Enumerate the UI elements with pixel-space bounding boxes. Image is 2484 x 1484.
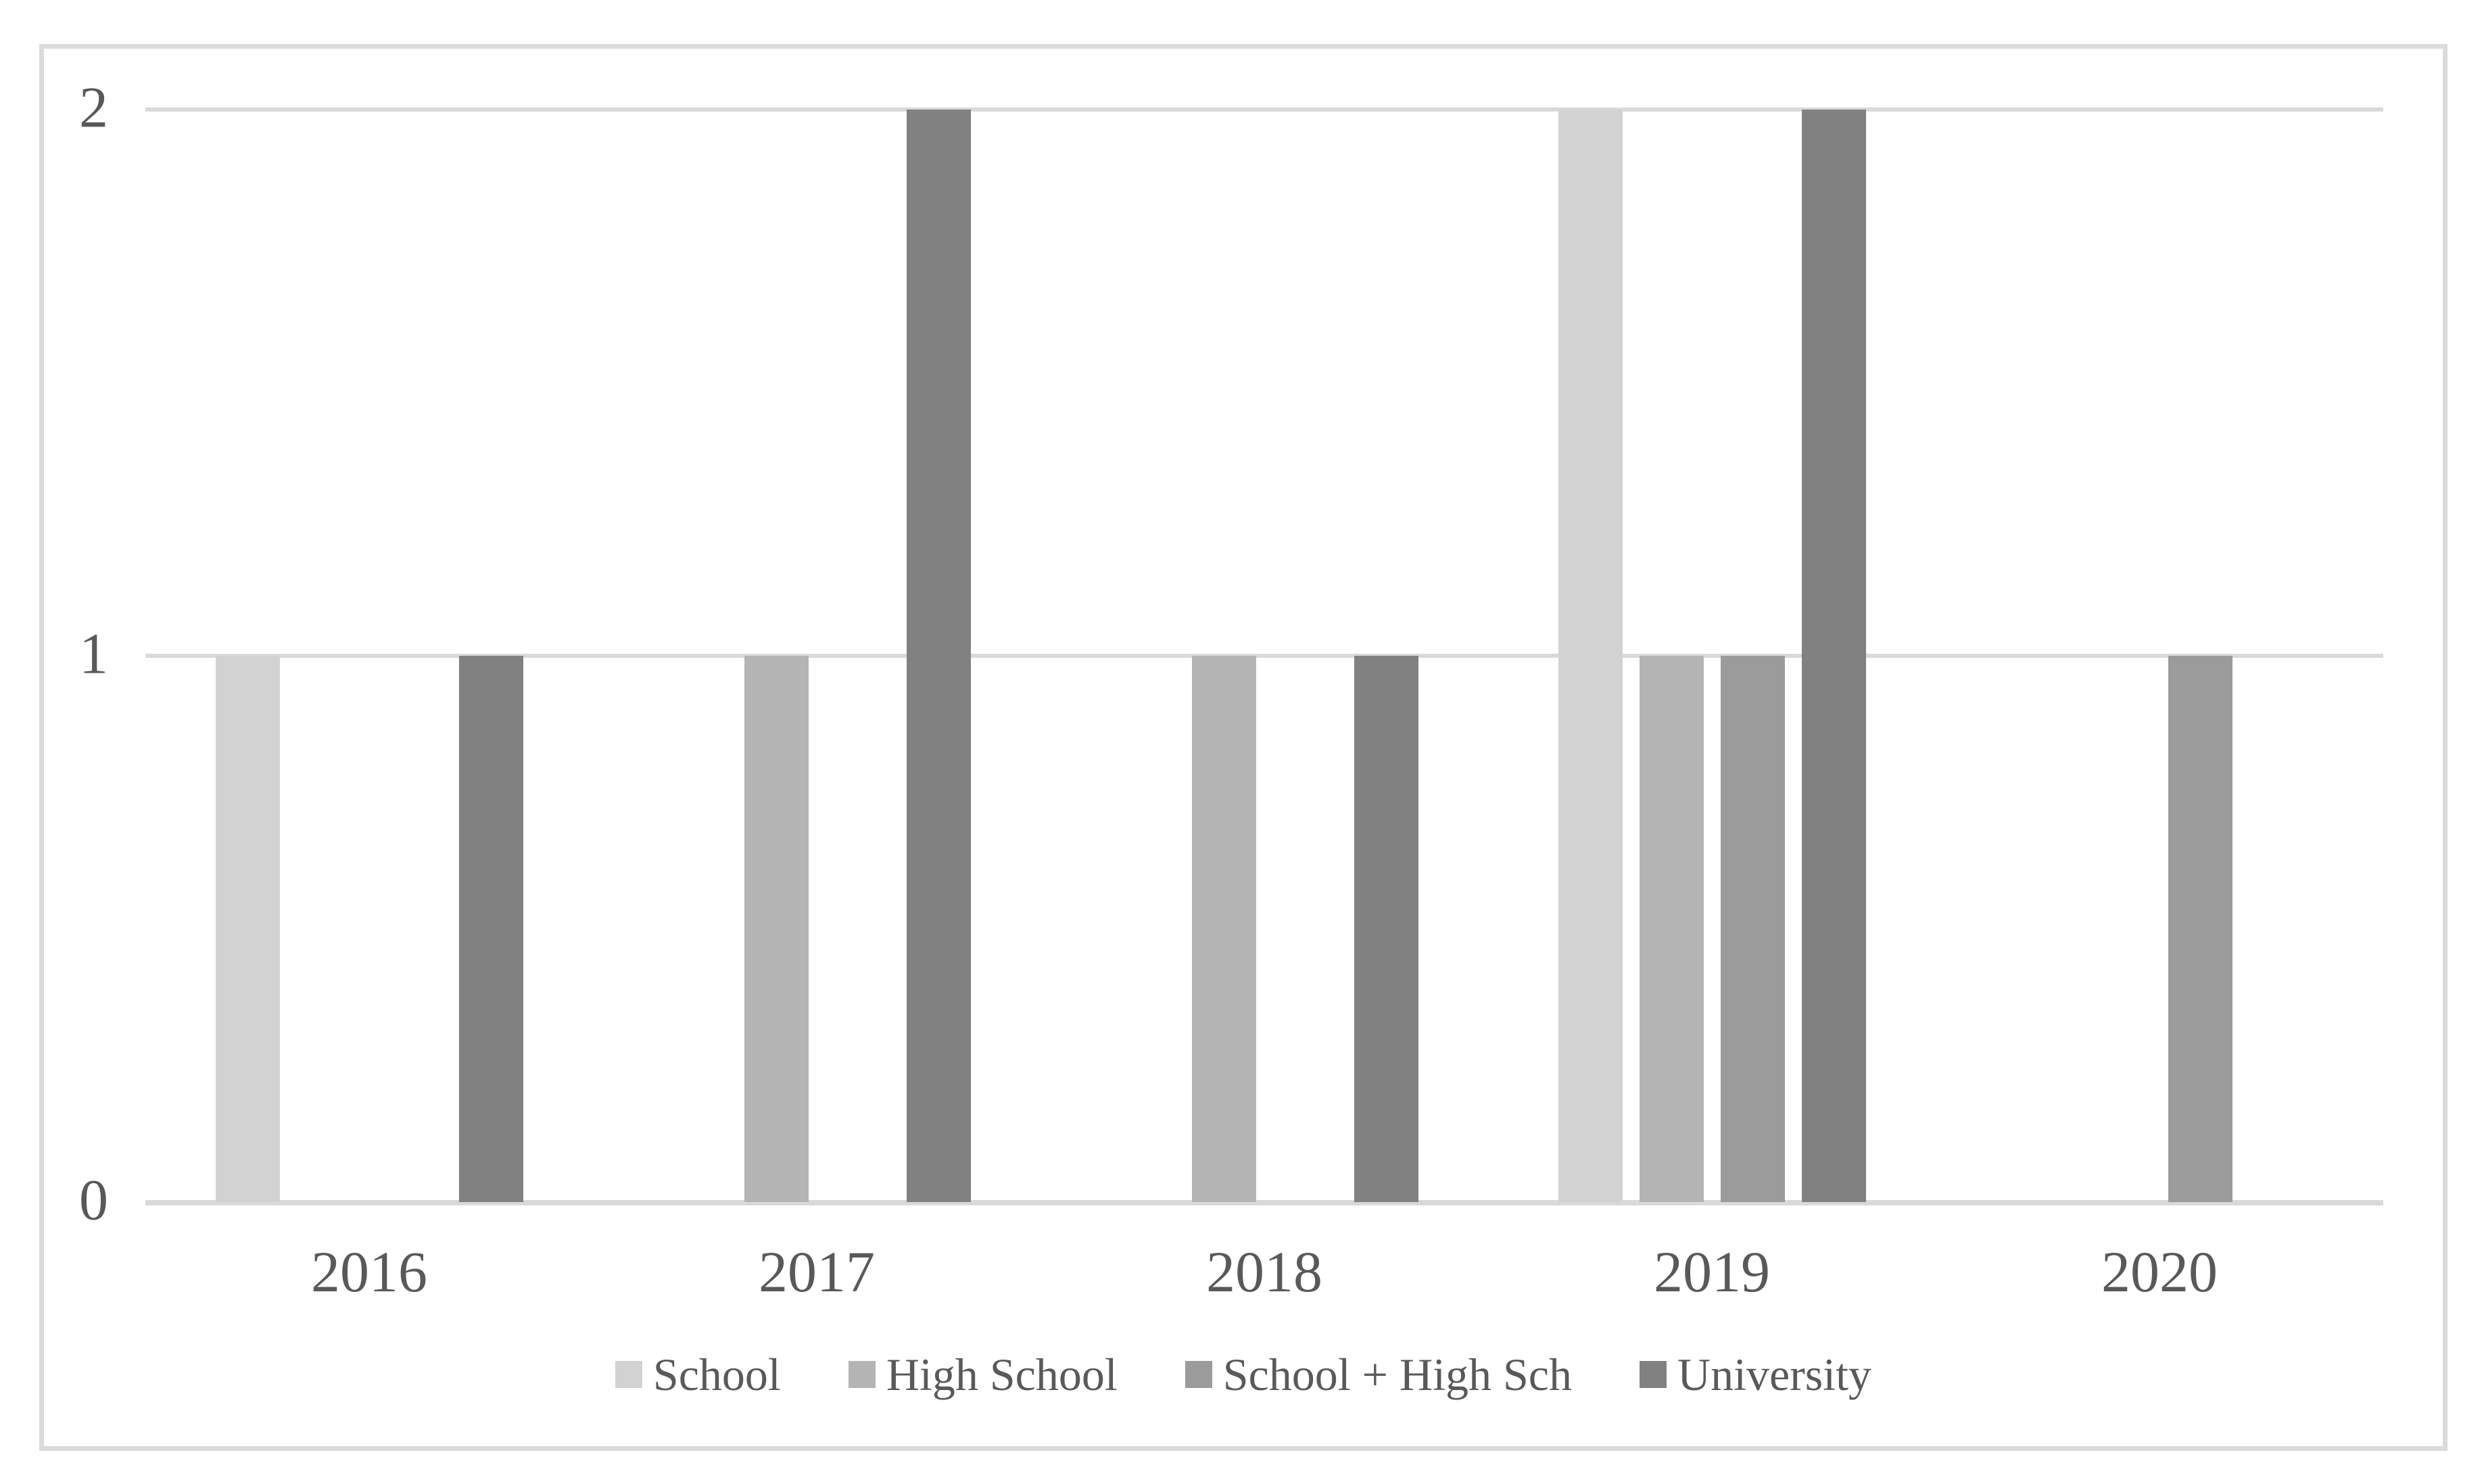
bar-university-2019	[1801, 110, 1866, 1202]
legend-item-high-school: High School	[848, 1349, 1118, 1400]
gridline-y1	[145, 654, 2383, 658]
legend-swatch-high-school	[848, 1361, 876, 1388]
bar-school-high-sch-2020	[2168, 656, 2232, 1202]
legend-label-school: School	[652, 1349, 781, 1400]
x-tick-label-2019: 2019	[1654, 1239, 1770, 1304]
x-axis-line	[145, 1200, 2383, 1205]
legend-label-high-school: High School	[886, 1349, 1118, 1400]
legend-item-university: University	[1639, 1349, 1872, 1400]
x-tick-label-2017: 2017	[759, 1239, 875, 1304]
x-tick-label-2018: 2018	[1206, 1239, 1322, 1304]
bar-high-school-2017	[744, 656, 809, 1202]
y-tick-label-1: 1	[79, 621, 108, 686]
gridline-y2	[145, 107, 2383, 112]
bar-school-2016	[215, 656, 280, 1202]
bar-university-2018	[1354, 656, 1418, 1202]
bar-school-2019	[1558, 110, 1623, 1202]
bar-school-high-sch-2019	[1720, 656, 1785, 1202]
legend-item-school: School	[615, 1351, 781, 1397]
x-tick-label-2016: 2016	[311, 1239, 427, 1304]
bar-university-2016	[458, 656, 523, 1202]
legend-swatch-school	[615, 1361, 642, 1388]
legend-label-school-high-sch: School + High Sch	[1222, 1349, 1572, 1400]
legend-item-school-high-sch: School + High Sch	[1185, 1351, 1572, 1397]
y-tick-label-2: 2	[79, 74, 108, 140]
legend-swatch-school-high-sch	[1185, 1361, 1212, 1388]
bar-university-2017	[906, 110, 971, 1202]
x-tick-label-2020: 2020	[2101, 1239, 2218, 1304]
legend-swatch-university	[1639, 1361, 1667, 1388]
legend-label-university: University	[1677, 1349, 1872, 1400]
bar-high-school-2018	[1191, 656, 1256, 1202]
y-tick-label-0: 0	[79, 1167, 108, 1232]
bar-high-school-2019	[1639, 656, 1704, 1202]
legend: School High School School + High Sch Univer…	[44, 1344, 2443, 1405]
